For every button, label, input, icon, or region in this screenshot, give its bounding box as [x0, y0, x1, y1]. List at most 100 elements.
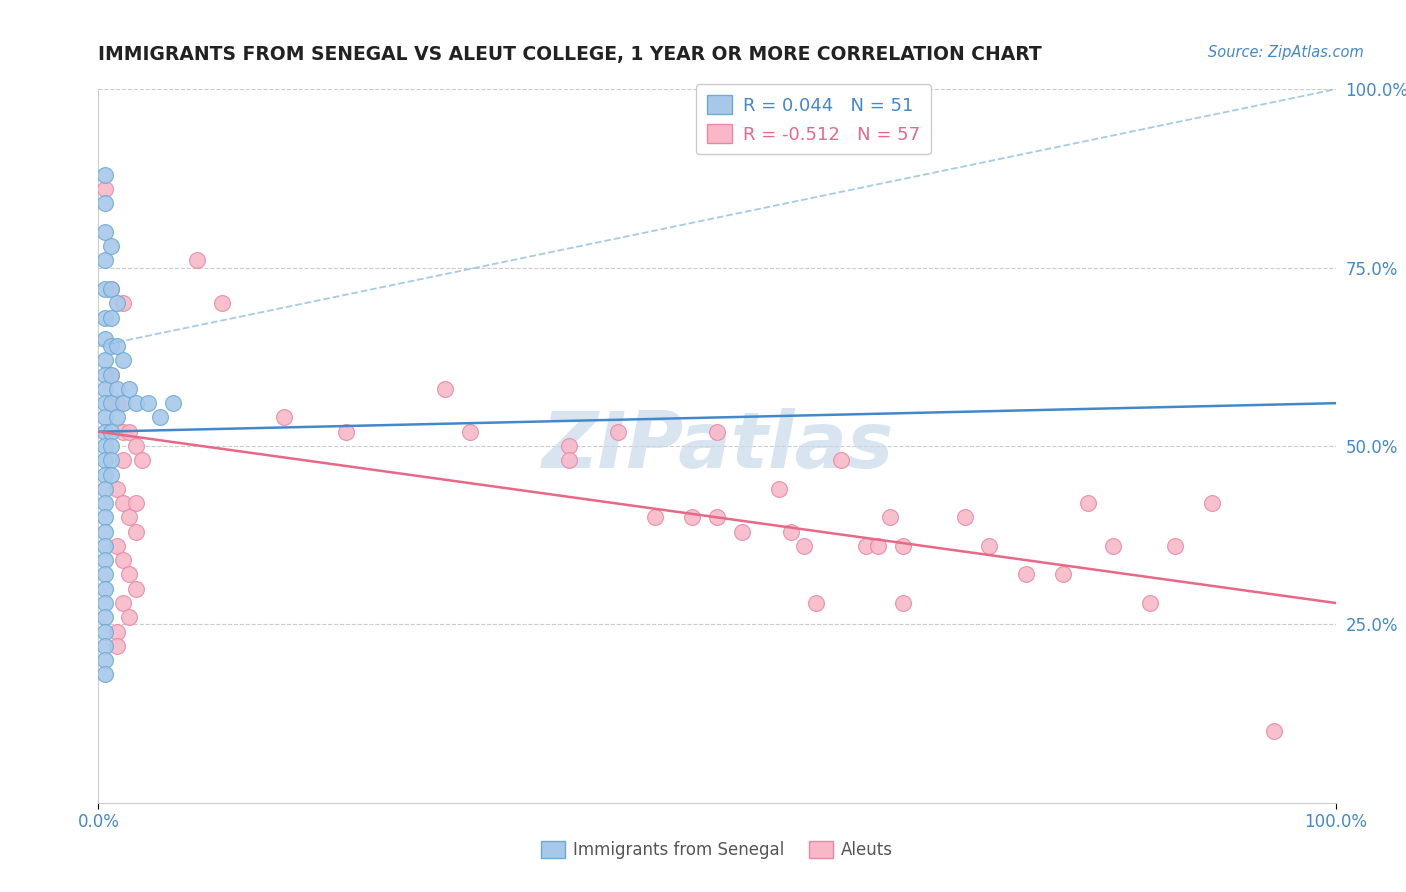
Point — [112, 353, 135, 368]
Point — [1139, 596, 1161, 610]
Legend: Immigrants from Senegal, Aleuts: Immigrants from Senegal, Aleuts — [534, 834, 900, 866]
Point — [100, 368, 122, 382]
Point — [105, 296, 128, 310]
Point — [93, 368, 115, 382]
Point — [112, 596, 135, 610]
Point — [100, 439, 122, 453]
Point — [100, 339, 122, 353]
Point — [93, 310, 115, 325]
Point — [93, 539, 115, 553]
Point — [100, 396, 122, 410]
Point — [1052, 567, 1074, 582]
Point — [93, 510, 115, 524]
Point — [93, 439, 115, 453]
Point — [607, 425, 630, 439]
Point — [93, 582, 115, 596]
Point — [1164, 539, 1187, 553]
Point — [93, 453, 115, 467]
Point — [458, 425, 481, 439]
Point — [93, 567, 115, 582]
Point — [1077, 496, 1099, 510]
Point — [105, 539, 128, 553]
Point — [93, 396, 115, 410]
Point — [731, 524, 754, 539]
Point — [979, 539, 1001, 553]
Point — [793, 539, 815, 553]
Point — [93, 410, 115, 425]
Point — [100, 282, 122, 296]
Point — [112, 453, 135, 467]
Point — [93, 182, 115, 196]
Point — [93, 196, 115, 211]
Point — [105, 396, 128, 410]
Point — [93, 225, 115, 239]
Point — [830, 453, 852, 467]
Point — [100, 239, 122, 253]
Point — [100, 425, 122, 439]
Point — [112, 425, 135, 439]
Point — [780, 524, 803, 539]
Point — [105, 382, 128, 396]
Point — [124, 582, 146, 596]
Point — [273, 410, 295, 425]
Point — [681, 510, 703, 524]
Point — [118, 510, 141, 524]
Point — [93, 653, 115, 667]
Point — [105, 639, 128, 653]
Point — [93, 610, 115, 624]
Point — [211, 296, 233, 310]
Point — [891, 596, 914, 610]
Point — [118, 425, 141, 439]
Point — [100, 282, 122, 296]
Point — [557, 439, 579, 453]
Point — [124, 524, 146, 539]
Point — [93, 282, 115, 296]
Point — [879, 510, 901, 524]
Point — [433, 382, 456, 396]
Point — [93, 596, 115, 610]
Point — [866, 539, 889, 553]
Point — [644, 510, 666, 524]
Point — [118, 567, 141, 582]
Point — [1201, 496, 1223, 510]
Point — [93, 524, 115, 539]
Point — [100, 368, 122, 382]
Point — [105, 482, 128, 496]
Point — [706, 510, 728, 524]
Point — [93, 482, 115, 496]
Text: IMMIGRANTS FROM SENEGAL VS ALEUT COLLEGE, 1 YEAR OR MORE CORRELATION CHART: IMMIGRANTS FROM SENEGAL VS ALEUT COLLEGE… — [98, 45, 1042, 63]
Text: ZIPatlas: ZIPatlas — [541, 408, 893, 484]
Text: Source: ZipAtlas.com: Source: ZipAtlas.com — [1208, 45, 1364, 60]
Point — [1102, 539, 1125, 553]
Point — [131, 453, 153, 467]
Point — [1263, 724, 1285, 739]
Point — [855, 539, 877, 553]
Point — [93, 496, 115, 510]
Point — [93, 467, 115, 482]
Point — [100, 453, 122, 467]
Point — [105, 624, 128, 639]
Point — [706, 425, 728, 439]
Point — [804, 596, 827, 610]
Point — [112, 296, 135, 310]
Point — [118, 382, 141, 396]
Point — [124, 496, 146, 510]
Point — [105, 410, 128, 425]
Point — [105, 339, 128, 353]
Point — [335, 425, 357, 439]
Point — [112, 396, 135, 410]
Point — [136, 396, 159, 410]
Point — [118, 610, 141, 624]
Point — [93, 168, 115, 182]
Point — [124, 439, 146, 453]
Point — [93, 353, 115, 368]
Point — [93, 624, 115, 639]
Point — [112, 553, 135, 567]
Point — [93, 425, 115, 439]
Point — [93, 382, 115, 396]
Point — [768, 482, 790, 496]
Point — [93, 667, 115, 681]
Point — [186, 253, 208, 268]
Point — [93, 332, 115, 346]
Point — [149, 410, 172, 425]
